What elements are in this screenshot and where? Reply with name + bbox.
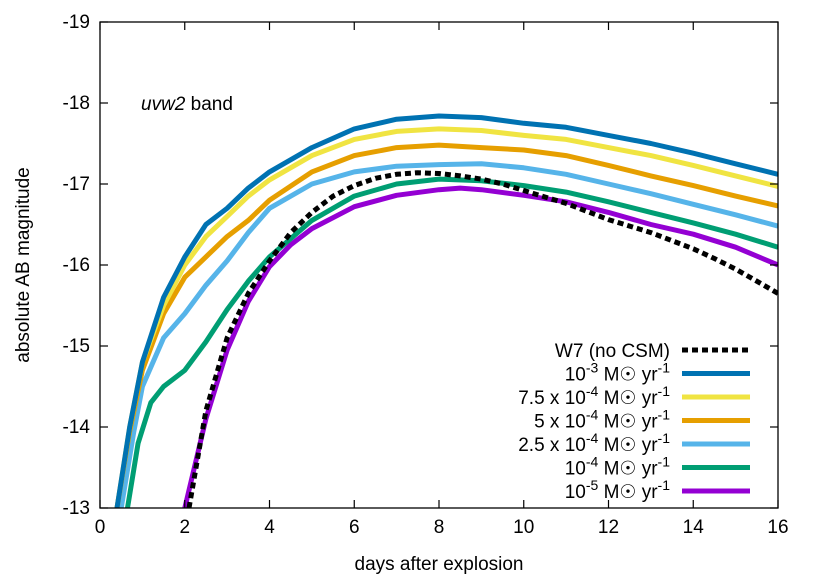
legend-label-superscript: -3: [586, 360, 599, 376]
legend-label-part: M☉ yr: [598, 482, 658, 503]
series-line-1: [114, 113, 778, 508]
legend-label-superscript: -4: [586, 454, 599, 470]
x-tick-label: 6: [349, 517, 360, 538]
series-line-4: [118, 161, 778, 508]
legend-label-superscript: -1: [658, 477, 671, 493]
ticks-layer: 0 2 4 6 8 10 12 14 16 -13 -14 -15 -16 -17 -18 -19: [63, 12, 789, 538]
y-tick-label: -15: [63, 336, 90, 357]
legend-label-superscript: -4: [586, 383, 599, 399]
legend-entry-4: 2.5 x 10-4 M☉ yr-1: [518, 430, 750, 456]
legend-label-part: M☉ yr: [598, 388, 658, 409]
legend-label: 7.5 x 10-4 M☉ yr-1: [518, 383, 670, 409]
legend-label-superscript: -1: [658, 454, 671, 470]
legend-label-part: M☉ yr: [598, 365, 658, 386]
x-tick-label: 12: [598, 517, 619, 538]
y-tick-label: -19: [63, 12, 90, 33]
legend: W7 (no CSM)10-3 M☉ yr-17.5 x 10-4 M☉ yr-…: [518, 341, 750, 503]
legend-label-part: M☉ yr: [598, 459, 658, 480]
x-tick-label: 0: [95, 517, 106, 538]
legend-label: 5 x 10-4 M☉ yr-1: [534, 407, 670, 433]
y-tick-label: -13: [63, 498, 90, 519]
series-layer: [114, 113, 778, 508]
legend-label-part: M☉ yr: [598, 435, 658, 456]
legend-entry-2: 7.5 x 10-4 M☉ yr-1: [518, 383, 750, 409]
x-tick-label: 14: [683, 517, 705, 538]
legend-entry-1: 10-3 M☉ yr-1: [565, 360, 750, 386]
legend-label-superscript: -1: [658, 407, 671, 423]
y-tick-label: -14: [63, 417, 91, 438]
legend-label-part: M☉ yr: [598, 412, 658, 433]
series-line-6: [182, 185, 778, 508]
legend-label-part: 5 x 10: [534, 412, 586, 433]
legend-label: W7 (no CSM): [555, 341, 670, 362]
legend-label: 2.5 x 10-4 M☉ yr-1: [518, 430, 670, 456]
y-tick-label: -18: [63, 93, 90, 114]
legend-entry-6: 10-5 M☉ yr-1: [565, 477, 750, 503]
series-line-3: [114, 142, 778, 508]
legend-label-superscript: -1: [658, 360, 671, 376]
y-axis-label: absolute AB magnitude: [13, 167, 34, 362]
legend-label-part: 10: [565, 459, 586, 480]
x-axis-label: days after explosion: [355, 554, 524, 575]
x-tick-label: 4: [264, 517, 275, 538]
legend-entry-5: 10-4 M☉ yr-1: [565, 454, 750, 480]
legend-label-part: 10: [565, 365, 586, 386]
series-line-5: [125, 176, 778, 508]
legend-entry-3: 5 x 10-4 M☉ yr-1: [534, 407, 750, 433]
legend-label: 10-3 M☉ yr-1: [565, 360, 671, 386]
legend-label: 10-4 M☉ yr-1: [565, 454, 671, 480]
x-tick-label: 2: [179, 517, 190, 538]
legend-label-superscript: -1: [658, 383, 671, 399]
x-tick-label: 16: [767, 517, 788, 538]
y-tick-label: -17: [63, 174, 90, 195]
legend-label-part: W7 (no CSM): [555, 341, 670, 362]
band-annotation: uvw2 band: [141, 94, 233, 115]
series-line-2: [114, 126, 778, 508]
legend-label-superscript: -4: [586, 407, 599, 423]
band-name: uvw2: [141, 94, 186, 115]
legend-label-superscript: -4: [586, 430, 599, 446]
band-suffix: band: [185, 94, 233, 115]
legend-label-superscript: -5: [586, 477, 599, 493]
x-tick-label: 8: [434, 517, 445, 538]
x-tick-label: 10: [513, 517, 534, 538]
series-line-0: [186, 170, 778, 508]
legend-label-part: 7.5 x 10: [518, 388, 586, 409]
legend-label-part: 2.5 x 10: [518, 435, 586, 456]
legend-label-part: 10: [565, 482, 586, 503]
legend-entry-0: W7 (no CSM): [555, 341, 750, 362]
legend-label: 10-5 M☉ yr-1: [565, 477, 671, 503]
y-tick-label: -16: [63, 255, 90, 276]
legend-label-superscript: -1: [658, 430, 671, 446]
